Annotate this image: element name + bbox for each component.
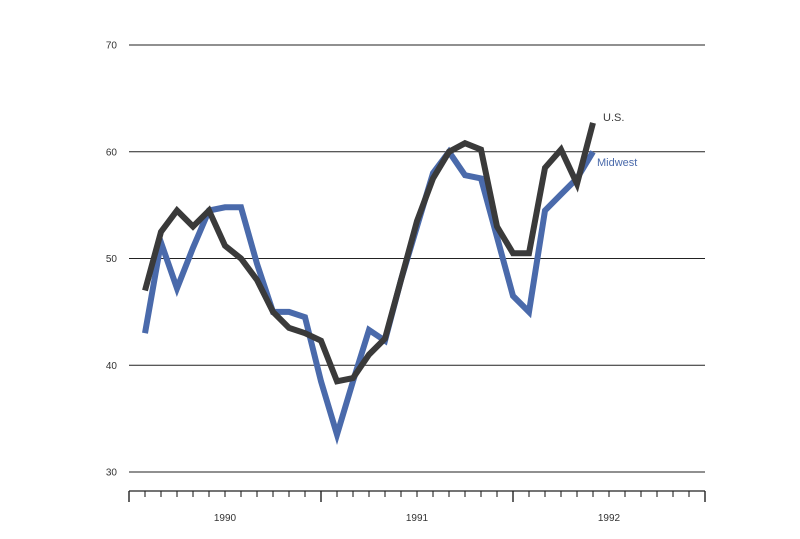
x-axis-tick-labels: 1990 1991 1992	[214, 513, 621, 524]
series-lines	[142, 122, 596, 446]
gridlines	[129, 44, 705, 473]
series-label-us: U.S.	[603, 112, 624, 124]
y-axis-tick-labels: 30 40 50 60 70	[106, 41, 118, 479]
series-labels: U.S. Midwest	[597, 112, 637, 169]
y-tick-label-60: 60	[106, 147, 118, 158]
x-tick-label-1990: 1990	[214, 513, 237, 524]
x-axis-ticks	[128, 491, 706, 502]
y-tick-label-40: 40	[106, 361, 118, 372]
x-tick-label-1992: 1992	[598, 513, 621, 524]
series-line-midwest	[142, 146, 596, 446]
series-label-midwest: Midwest	[597, 157, 637, 169]
series-line-us	[142, 122, 596, 385]
y-tick-label-30: 30	[106, 468, 118, 479]
x-tick-label-1991: 1991	[406, 513, 429, 524]
y-tick-label-50: 50	[106, 254, 118, 265]
y-tick-label-70: 70	[106, 41, 118, 52]
